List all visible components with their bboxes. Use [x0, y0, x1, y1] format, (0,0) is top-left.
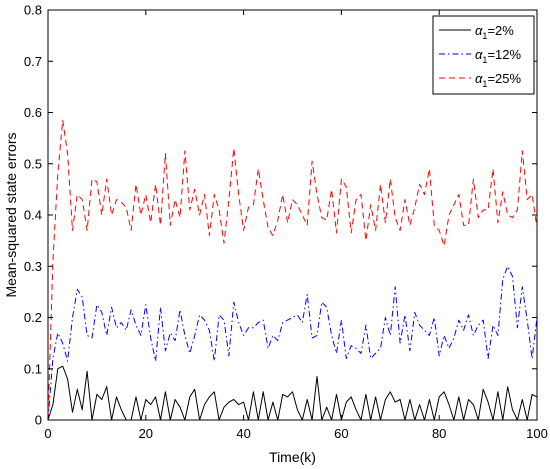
series-line-2 — [47, 119, 538, 421]
x-axis: 0 20 40 60 80 100 — [44, 10, 548, 441]
x-tick-label: 40 — [236, 426, 250, 441]
legend: α1=2% α1=12% α1=25% — [432, 15, 535, 95]
y-tick-label: 0.5 — [24, 156, 42, 171]
x-tick-label: 0 — [44, 426, 51, 441]
y-tick-label: 0 — [35, 413, 42, 428]
series-layer — [47, 119, 538, 421]
y-tick-label: 0.4 — [24, 208, 42, 223]
x-tick-label: 20 — [139, 426, 153, 441]
series-line-0 — [47, 365, 538, 421]
y-tick-label: 0.2 — [24, 310, 42, 325]
legend-box — [432, 15, 535, 95]
x-axis-label: Time(k) — [269, 449, 316, 465]
series-line-1 — [47, 265, 538, 421]
y-axis: 0 0.1 0.2 0.3 0.4 0.5 0.6 0.7 0.8 — [24, 3, 537, 428]
x-tick-label: 80 — [432, 426, 446, 441]
y-tick-label: 0.1 — [24, 361, 42, 376]
y-tick-label: 0.8 — [24, 3, 42, 18]
y-tick-label: 0.3 — [24, 259, 42, 274]
legend-entry-2: α1=25% — [475, 71, 521, 89]
legend-entry-1: α1=12% — [475, 47, 521, 65]
legend-entry-0: α1=2% — [475, 23, 514, 41]
x-tick-label: 100 — [526, 426, 548, 441]
x-tick-label: 60 — [334, 426, 348, 441]
y-tick-label: 0.7 — [24, 54, 42, 69]
y-tick-label: 0.6 — [24, 105, 42, 120]
y-axis-label: Mean-squared state errors — [3, 133, 19, 298]
